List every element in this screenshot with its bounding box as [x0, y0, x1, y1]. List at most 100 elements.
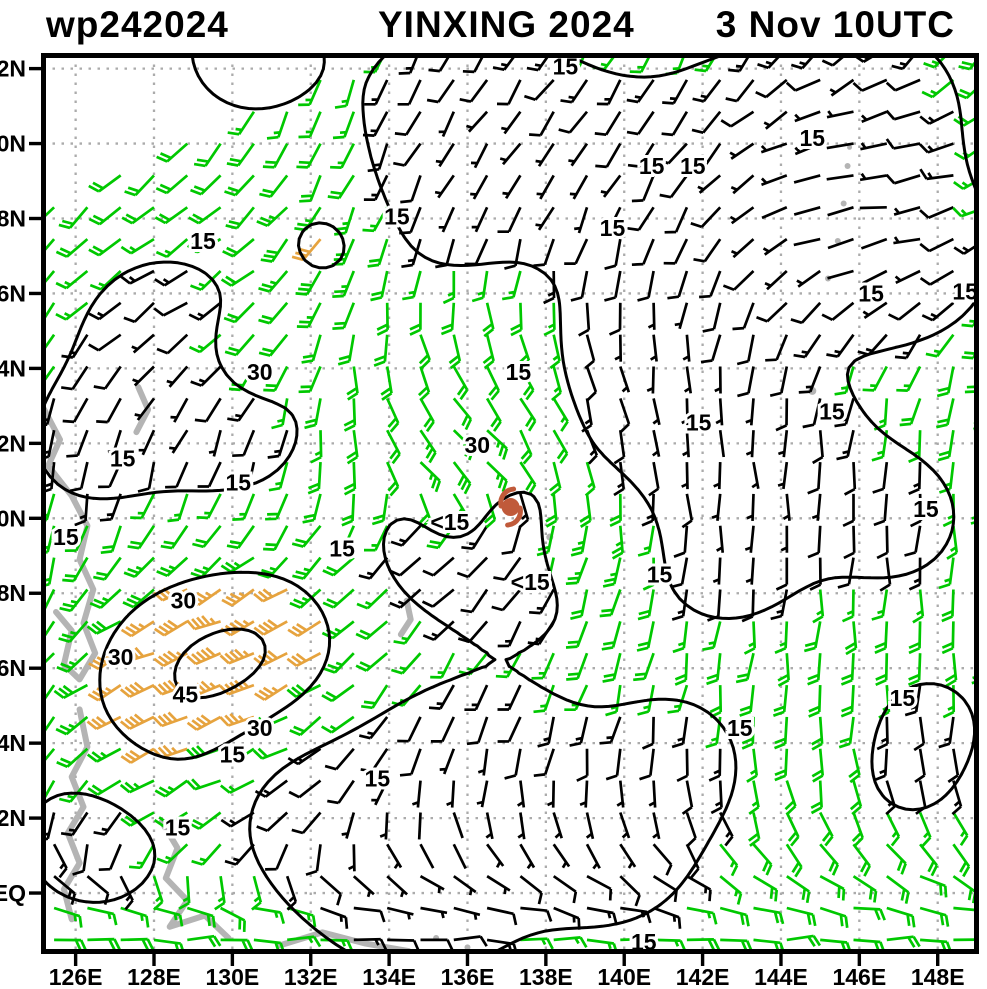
wind-barb [952, 875, 977, 904]
wind-barb [919, 206, 954, 220]
wind-barb [849, 780, 863, 816]
wind-barb [844, 621, 858, 656]
wind-barb [330, 142, 356, 169]
wind-barb [321, 715, 355, 734]
wind-barb [452, 843, 467, 870]
storm-symbol-tail-top [498, 486, 517, 509]
wind-barb [253, 619, 288, 636]
wind-barb [190, 270, 222, 291]
wind-barb [756, 301, 788, 323]
wind-barb [535, 142, 555, 167]
wind-barb [803, 621, 822, 653]
wind-barb [836, 429, 855, 461]
wind-barb [552, 429, 569, 464]
wind-barb [596, 79, 622, 106]
wind-barb [321, 684, 355, 703]
wind-barb [188, 811, 222, 830]
wind-barb [155, 174, 189, 195]
contour-label: 15 [639, 153, 665, 179]
wind-barb [53, 906, 83, 928]
wind-barb [153, 619, 188, 637]
wind-barb [393, 142, 422, 167]
wind-barb [784, 780, 797, 816]
wind-barb [619, 366, 631, 393]
wind-barb [746, 748, 759, 783]
wind-barb [565, 620, 589, 649]
wind-barb [322, 588, 355, 609]
wind-barb [719, 875, 743, 905]
wind-barb [662, 79, 689, 105]
wind-barb [681, 780, 694, 815]
wind-barb [780, 525, 789, 553]
wind-barb [476, 780, 489, 808]
wind-barb [720, 110, 755, 128]
wind-barb [741, 589, 755, 623]
wind-barb [294, 206, 322, 232]
wind-barb [224, 174, 255, 197]
x-tick-label: 136E [441, 964, 495, 989]
wind-barb [486, 429, 509, 460]
wind-barb [553, 906, 581, 930]
x-tick-label: 148E [911, 964, 965, 989]
wind-barb [676, 748, 689, 783]
wind-barb [452, 365, 469, 401]
wind-barb [670, 557, 689, 589]
wind-barb [263, 525, 289, 551]
wind-barb [389, 556, 422, 577]
wind-barb [796, 269, 821, 288]
wind-barb [619, 843, 637, 869]
wind-barb [165, 461, 189, 489]
wind-barb [58, 206, 89, 230]
wind-barb [579, 780, 589, 808]
wind-barb [919, 110, 954, 125]
wind-barb [774, 748, 789, 782]
wind-barb [793, 174, 821, 184]
wind-barb [155, 238, 189, 259]
wind-barb [893, 206, 921, 216]
wind-barb [785, 78, 821, 92]
wind-barb [604, 238, 622, 271]
wind-barb [223, 301, 255, 324]
x-tick-label: 142E [676, 964, 730, 989]
wind-barb [641, 716, 655, 750]
wind-barb [760, 174, 788, 187]
wind-barb [298, 111, 322, 139]
wind-barb [123, 301, 155, 324]
wind-barb [979, 717, 987, 749]
wind-barb [43, 270, 56, 286]
wind-barb [885, 138, 921, 150]
wind-barb [549, 334, 561, 370]
wind-barb [286, 652, 322, 667]
wind-barb [565, 557, 589, 586]
wind-barb [848, 748, 861, 784]
wind-barb [167, 493, 189, 523]
wind-barb [442, 271, 456, 305]
wind-barb [353, 937, 388, 951]
wind-barb [908, 557, 922, 591]
wind-barb [838, 716, 855, 749]
wind-barb [452, 493, 469, 528]
wind-barb [499, 142, 522, 166]
wind-barb [453, 906, 481, 920]
wind-barb [686, 938, 721, 951]
wind-barb [741, 716, 755, 750]
wind-barb [58, 779, 89, 804]
wind-barb [649, 334, 658, 362]
wind-barb [428, 55, 451, 73]
wind-barb [254, 683, 288, 701]
wind-barb [448, 334, 462, 370]
x-tick-label: 140E [597, 964, 651, 989]
wind-barb [808, 685, 822, 718]
wind-barb [153, 650, 188, 667]
wind-barb [355, 620, 389, 641]
wind-barb [938, 716, 955, 749]
wind-barb [253, 650, 288, 667]
wind-barb [716, 525, 725, 553]
wind-barb [292, 556, 322, 580]
wind-barb [904, 684, 922, 717]
wind-barb [43, 302, 56, 323]
wind-barb [385, 397, 400, 433]
contour-label: 15 [952, 279, 978, 305]
wind-barb [659, 174, 688, 199]
wind-barb [485, 397, 502, 432]
